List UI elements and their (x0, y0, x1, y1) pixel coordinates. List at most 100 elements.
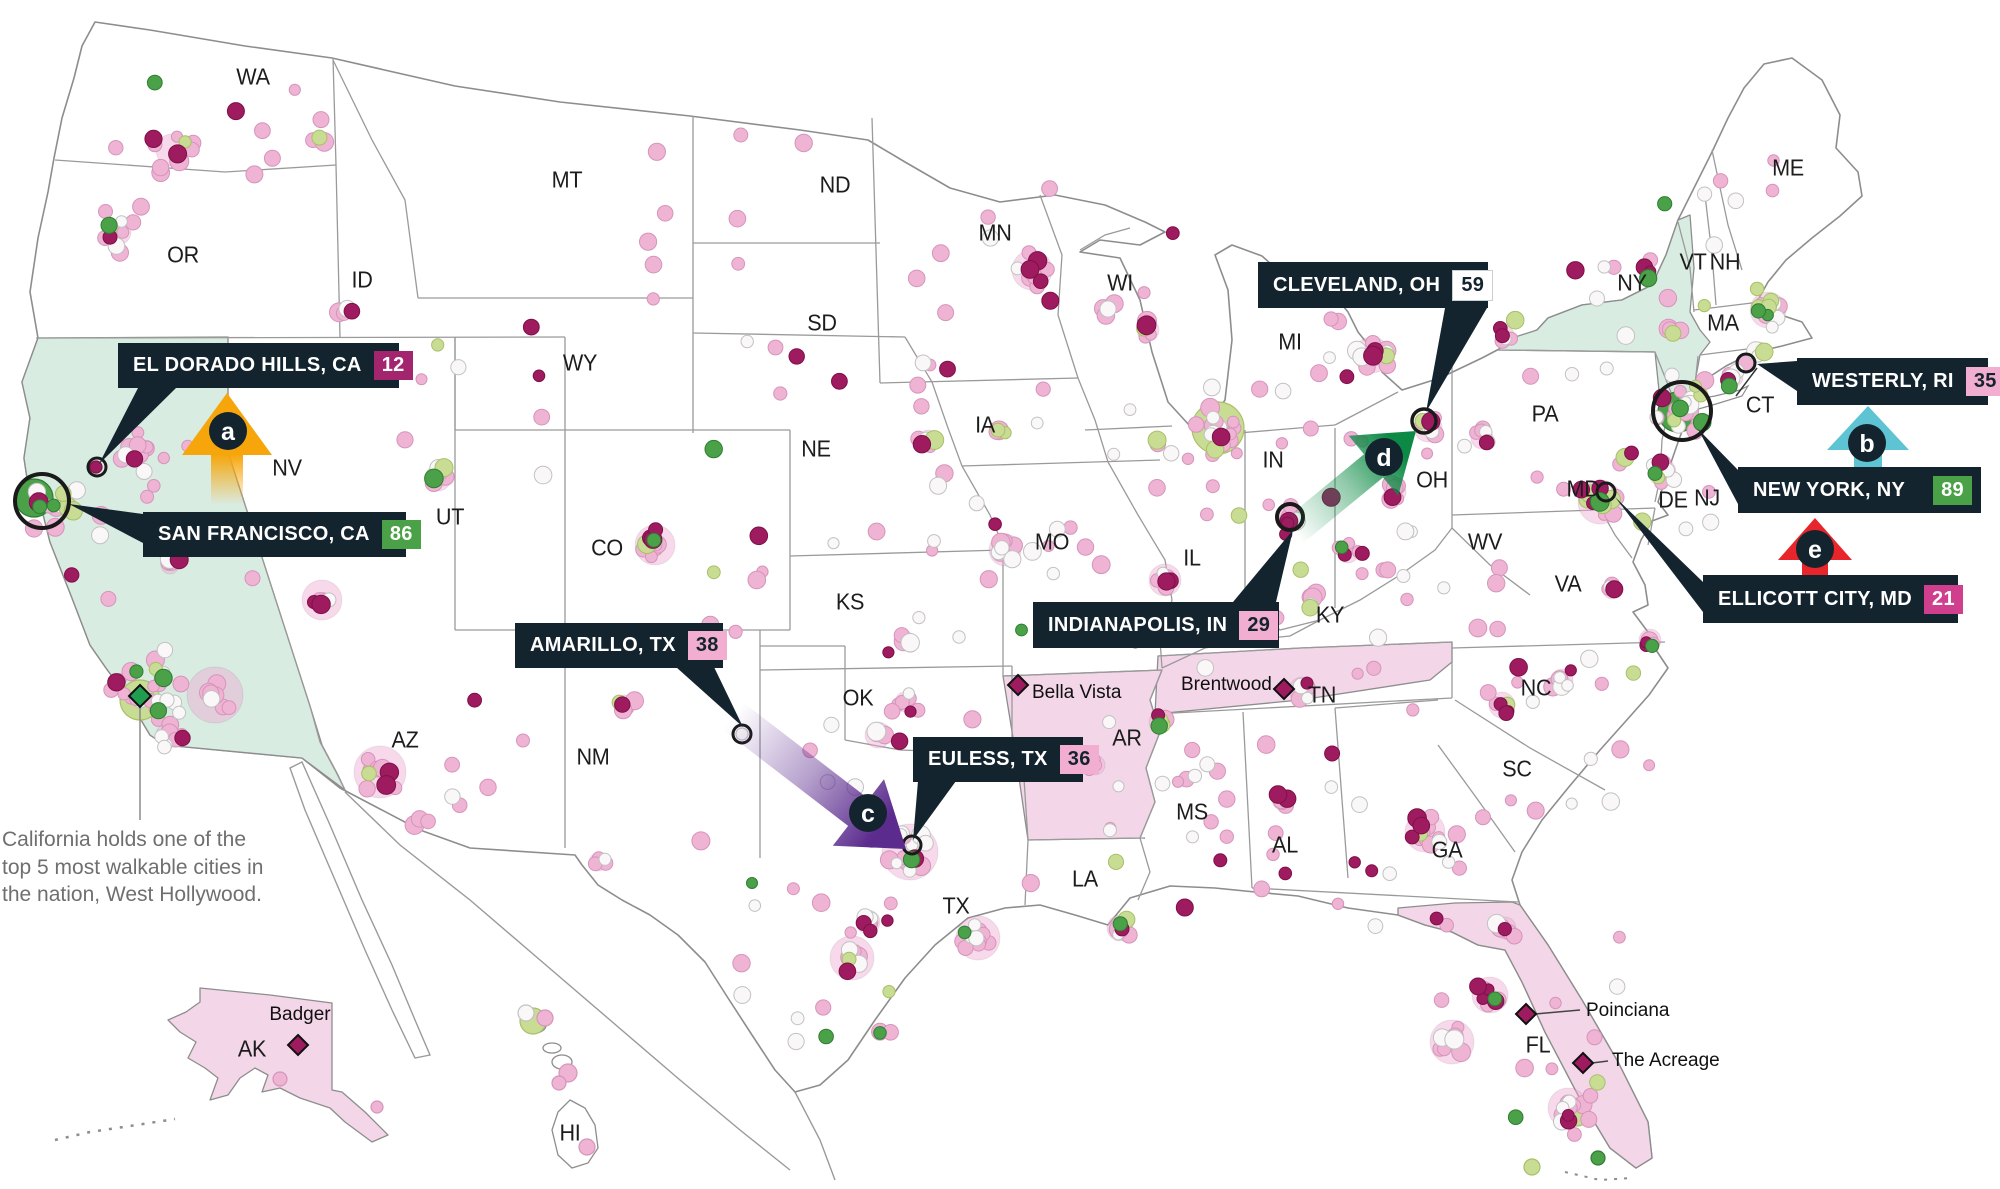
leader-wedge-cleveland (1426, 308, 1487, 412)
community-dot-pink (1586, 1029, 1603, 1046)
community-dot-pink (533, 408, 551, 426)
community-dot-pink (1433, 992, 1450, 1008)
community-dot-pink (1187, 416, 1205, 433)
florida-keys (1564, 1171, 1633, 1182)
community-dot-pink (444, 756, 461, 773)
community-dot-white (1323, 351, 1336, 365)
community-dot-white (1580, 649, 1599, 668)
community-dot-lgreen (1505, 310, 1525, 330)
community-dot-white (912, 611, 926, 625)
community-dot-white (1444, 1029, 1465, 1050)
community-dot-dark (1157, 572, 1176, 591)
leader-wedge-san-francisco (69, 504, 143, 543)
community-dot-pink (1567, 1127, 1582, 1142)
community-dot-lgreen (1589, 1074, 1606, 1091)
community-dot-green (1487, 991, 1503, 1007)
community-dot-white (1431, 833, 1448, 850)
state-border (1699, 347, 1756, 356)
community-dot-pink (1421, 447, 1434, 460)
community-dot-dark (831, 372, 848, 390)
state-border (1084, 425, 1173, 431)
community-dot-white (866, 721, 887, 742)
community-dot-dark (1213, 853, 1228, 868)
community-dot-dark (1348, 856, 1361, 869)
community-dot-pink (370, 1100, 384, 1114)
community-dot-dark (1605, 580, 1624, 599)
state-border (961, 459, 1161, 467)
diamond-marker (286, 1033, 310, 1057)
community-dot-white (968, 495, 985, 512)
community-dot-pink (151, 158, 170, 177)
community-dot-white (1367, 918, 1384, 934)
community-dot-pink (1063, 520, 1078, 535)
community-dot-green (1750, 303, 1767, 319)
community-dot-white (1154, 775, 1171, 792)
community-dot-lgreen (1301, 598, 1319, 617)
community-dot-green (646, 532, 662, 548)
community-dot-pink (263, 149, 281, 167)
community-dot-green (873, 1026, 887, 1040)
community-dot-pink (1035, 381, 1051, 397)
community-dot-dark (1175, 898, 1194, 917)
community-dot-pink (157, 451, 171, 465)
community-dot-pink (1580, 1110, 1598, 1128)
community-dot-white (1396, 569, 1411, 583)
community-dot-pink (287, 512, 302, 527)
community-dot-dark (1354, 545, 1370, 561)
community-dot-white (1564, 367, 1580, 382)
community-dot-pink (1091, 555, 1111, 575)
community-dot-pink (312, 111, 330, 129)
state-border (1242, 711, 1253, 889)
state-border (1079, 227, 1131, 251)
community-dot-dark (125, 450, 144, 468)
community-dot-dark (1404, 829, 1420, 845)
community-dot-pink (147, 479, 161, 493)
community-dot-white (827, 537, 840, 550)
state-border (1497, 349, 1656, 353)
community-dot-pink (1582, 1088, 1599, 1104)
community-dot-dark (1412, 816, 1431, 835)
community-dot-dark (881, 914, 894, 927)
state-border (1334, 391, 1399, 426)
community-dot-pink (1611, 740, 1630, 759)
community-dot-white (914, 354, 932, 372)
community-dot-white (1609, 978, 1626, 995)
community-dot-pink (1041, 180, 1058, 198)
diamond-marker (1514, 1002, 1538, 1026)
community-dot-pink (1200, 507, 1214, 522)
community-dot-pink (907, 269, 926, 288)
community-dot-white (733, 986, 752, 1004)
community-dot-pink (396, 431, 414, 449)
ring-marker-san-francisco (13, 472, 71, 530)
community-dot-pink (578, 1138, 596, 1156)
leader-wedge-westerly (1757, 361, 1797, 391)
community-dot-dark (1268, 785, 1288, 804)
community-dot-white (994, 540, 1010, 556)
community-dot-lgreen (1147, 430, 1167, 450)
community-dot-white (533, 465, 553, 485)
community-dot-white (1274, 382, 1292, 400)
community-dot-pink (1489, 620, 1506, 638)
community-dot-pink (773, 386, 788, 401)
community-dot-green (146, 74, 163, 91)
community-dot-pink (1400, 592, 1414, 607)
leader-wedge-euless (913, 781, 956, 840)
community-dot-lgreen (431, 338, 445, 352)
community-dot-pink (1526, 801, 1545, 820)
state-shape-AK (167, 987, 389, 1143)
community-dot-pink (963, 710, 982, 729)
state-border (1334, 707, 1349, 879)
community-dot-pink (296, 347, 315, 366)
community-dot-pink (937, 304, 955, 322)
community-dot-pink (656, 205, 674, 222)
diamond-marker (1571, 1051, 1595, 1075)
community-dot-white (1030, 416, 1044, 430)
community-dot-pink (1266, 847, 1280, 862)
community-dot-pink (1171, 775, 1185, 788)
community-dot-dark (788, 348, 805, 365)
community-dot-dark (863, 923, 878, 939)
community-dot-white (1046, 566, 1061, 581)
community-dot-pink (767, 339, 784, 356)
community-dot-white (981, 229, 1000, 247)
community-dot-pink (1076, 538, 1095, 556)
